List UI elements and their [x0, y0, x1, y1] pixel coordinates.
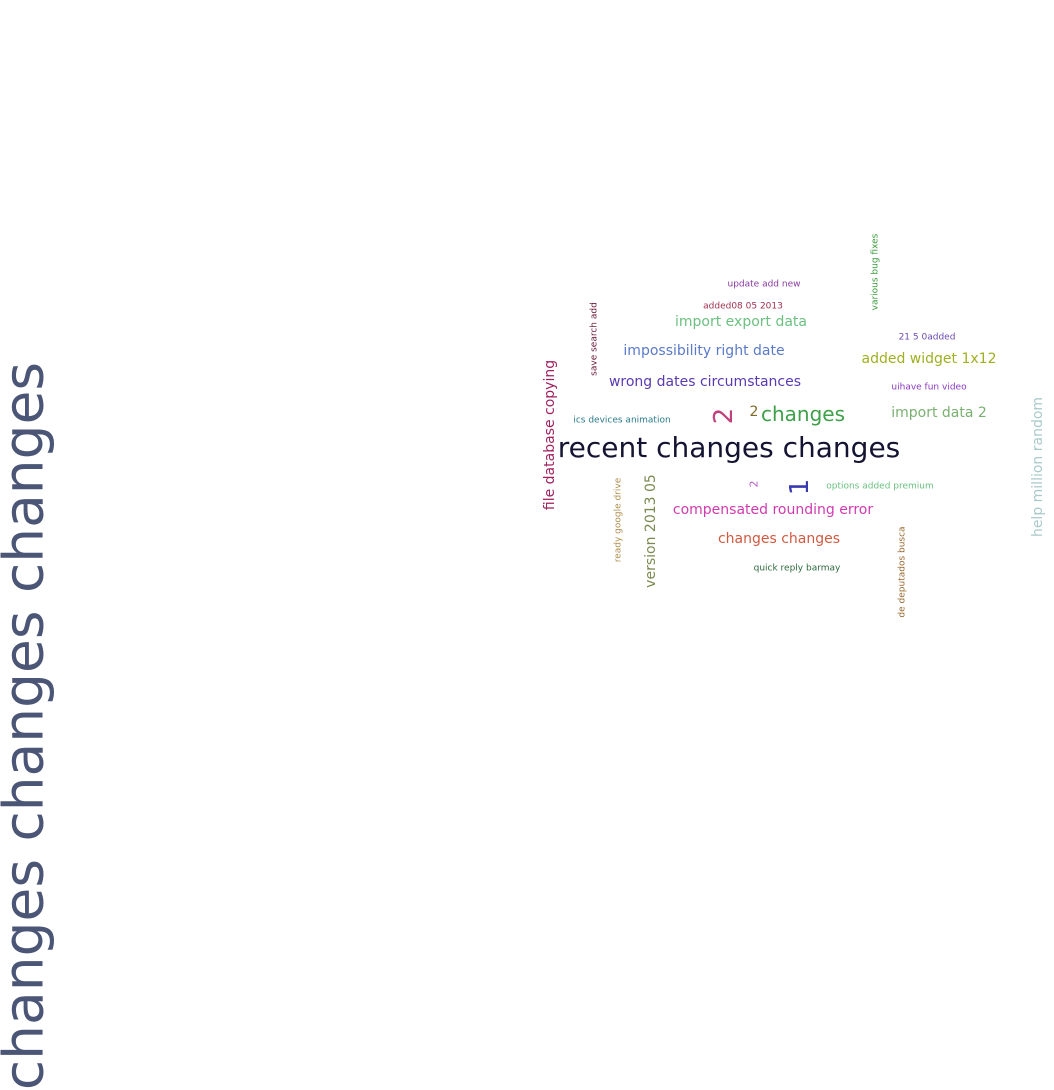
word-compensated-rounding-error: compensated rounding error	[672, 502, 874, 518]
word-2-small: 2	[749, 404, 759, 420]
word-import-export-data: import export data	[674, 314, 808, 330]
word-added-widget: added widget 1x12	[861, 351, 997, 367]
word-import-data-2: import data 2	[891, 405, 987, 421]
word-help-million-random: help million random	[1030, 396, 1046, 538]
word-impossibility-right-date: impossibility right date	[623, 343, 785, 359]
word-various-bug-fixes: various bug fixes	[870, 233, 881, 311]
word-wrong-dates-circumstances: wrong dates circumstances	[608, 374, 802, 390]
word-2-tiny: 2	[747, 480, 761, 488]
word-changes: changes	[760, 402, 846, 426]
word-quick-reply-barmay: quick reply barmay	[753, 563, 841, 574]
word-ics-devices-animation: ics devices animation	[573, 415, 671, 426]
word-update-add-new: update add new	[727, 279, 801, 290]
word-1: 1	[785, 478, 815, 496]
word-ready-google-drive: ready google drive	[613, 477, 624, 563]
word-21-5-0added: 21 5 0added	[898, 332, 956, 343]
word-changes-changes-changes: changes changes changes	[0, 361, 56, 1090]
word-options-added-premium: options added premium	[826, 481, 934, 492]
word-recent-changes-changes: recent changes changes	[557, 431, 901, 464]
word-save-search-add: save search add	[589, 302, 600, 376]
word-file-database-copying: file database copying	[542, 359, 558, 511]
word-2-large: 2	[709, 407, 739, 425]
word-added08-05-2013: added08 05 2013	[703, 301, 783, 312]
word-de-deputados-busca: de deputados busca	[897, 526, 908, 618]
word-version-2013-05: version 2013 05	[643, 474, 659, 588]
word-uihave-fun-video: uihave fun video	[891, 382, 967, 393]
word-changes-changes: changes changes	[717, 531, 841, 547]
